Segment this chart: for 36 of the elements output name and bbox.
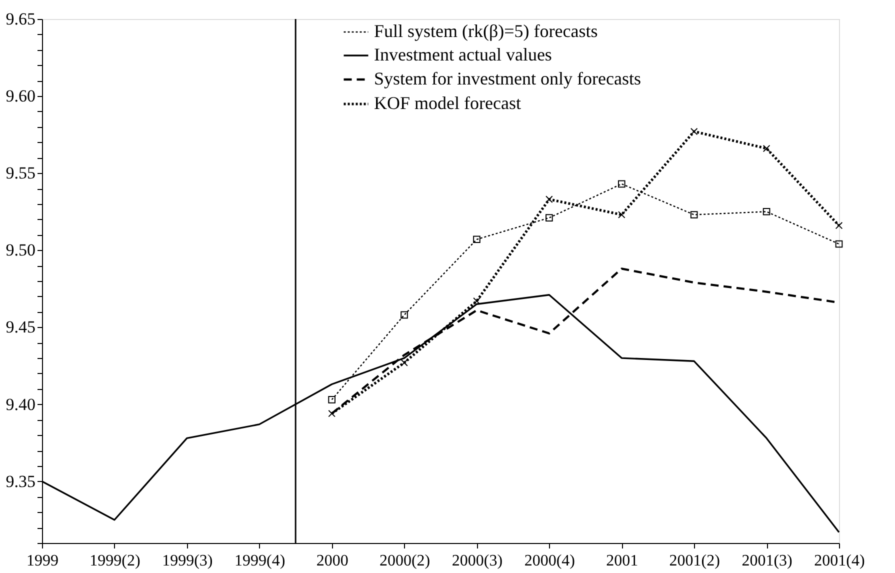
legend-label: Investment actual values (374, 44, 552, 64)
x-tick-label: 2000 (316, 552, 348, 570)
x-tick-label: 2000(3) (452, 552, 503, 570)
point (762, 144, 770, 152)
x-tick-label: 2001 (606, 552, 638, 570)
point (618, 180, 626, 188)
y-tick-label: 9.60 (6, 86, 36, 106)
legend-label: KOF model forecast (374, 93, 521, 113)
x-tick-label: 2000(2) (379, 552, 430, 570)
x-tick-label: 1999 (26, 552, 58, 570)
y-tick-label: 9.35 (6, 472, 36, 491)
x-tick-label: 2000(4) (524, 552, 576, 570)
point (835, 222, 843, 230)
legend-label: Full system (rk(β)=5) forecasts (374, 21, 598, 41)
x-tick-label: 1999(2) (90, 552, 140, 570)
point (762, 208, 770, 216)
x-tick-label: 2001(2) (669, 552, 720, 570)
y-tick-label: 9.50 (6, 240, 36, 260)
point (473, 236, 480, 244)
point (835, 240, 843, 248)
point (546, 214, 553, 222)
point (328, 396, 336, 404)
legend-label: System for investment only forecasts (374, 68, 641, 88)
y-tick-label: 9.55 (6, 164, 36, 183)
point (400, 311, 408, 319)
x-tick-label: 1999(4) (234, 552, 286, 570)
point (690, 211, 698, 218)
point (618, 211, 626, 218)
x-tick-label: 2001(4) (814, 552, 865, 570)
y-tick-label: 9.40 (6, 394, 36, 414)
point (400, 359, 408, 366)
x-tick-label: 1999(3) (162, 552, 213, 570)
point (546, 196, 553, 203)
y-tick-label: 9.65 (6, 10, 36, 28)
y-tick-label: 9.45 (6, 318, 36, 337)
x-tick-label: 2001(3) (742, 552, 792, 570)
